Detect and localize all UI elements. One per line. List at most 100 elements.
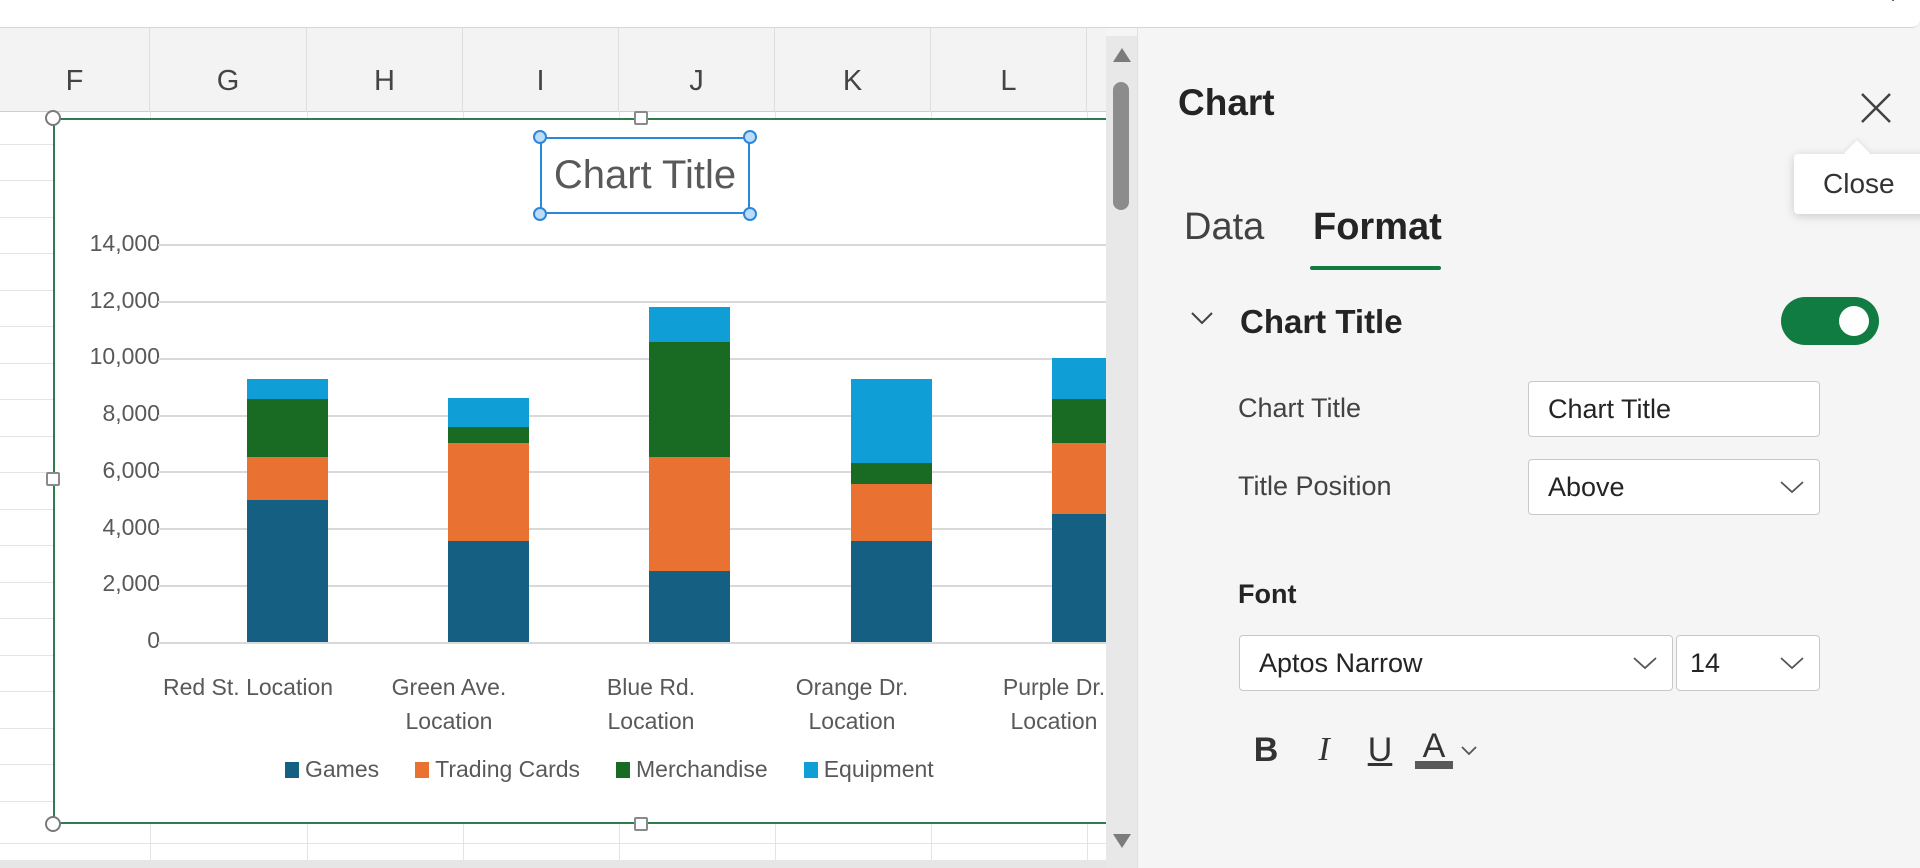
column-header-row: F G H I J K L <box>0 28 1106 112</box>
gridline <box>158 414 1106 417</box>
column-header-K[interactable]: K <box>775 28 931 112</box>
section-chart-title[interactable]: Chart Title <box>1240 303 1403 340</box>
bar-segment-games[interactable] <box>448 541 529 642</box>
horizontal-scrollbar[interactable] <box>0 860 1106 868</box>
chart-resize-handle-bottom[interactable] <box>634 817 648 831</box>
scroll-up-arrow-icon[interactable] <box>1113 48 1131 62</box>
column-letter: F <box>65 65 84 97</box>
close-icon <box>1861 93 1891 123</box>
chart-resize-handle-left[interactable] <box>46 472 60 486</box>
dropdown-value: Aptos Narrow <box>1259 647 1423 678</box>
title-resize-handle[interactable] <box>743 207 757 221</box>
bar-segment-games[interactable] <box>851 541 932 642</box>
tab-format[interactable]: Format <box>1313 206 1442 248</box>
title-resize-handle[interactable] <box>743 130 757 144</box>
y-tick-label: 8,000 <box>102 400 160 426</box>
bar-segment-equipment[interactable] <box>649 306 730 343</box>
y-tick-label: 10,000 <box>89 343 160 369</box>
dropdown-value: 14 <box>1690 647 1721 678</box>
bar-segment-merchandise[interactable] <box>649 342 730 458</box>
column-header-G[interactable]: G <box>150 28 307 112</box>
close-tooltip: Close <box>1794 154 1920 214</box>
top-bar: ⌄ <box>0 0 1920 28</box>
stacked-bar[interactable] <box>247 379 328 642</box>
title-position-dropdown[interactable]: Above <box>1528 459 1820 515</box>
column-header-J[interactable]: J <box>619 28 775 112</box>
stacked-bar[interactable] <box>649 306 730 642</box>
bar-segment-equipment[interactable] <box>247 379 328 399</box>
stacked-bar[interactable] <box>851 379 932 642</box>
bar-segment-games[interactable] <box>649 570 730 642</box>
scrollbar-thumb[interactable] <box>1113 82 1129 210</box>
column-letter: I <box>536 65 545 97</box>
column-header-F[interactable]: F <box>0 28 150 112</box>
chevron-down-icon[interactable] <box>1190 310 1214 326</box>
gridline <box>158 300 1106 303</box>
bar-segment-games[interactable] <box>1052 514 1106 642</box>
stacked-bar[interactable] <box>1052 357 1106 642</box>
chart-title-input[interactable]: Chart Title <box>1528 381 1820 437</box>
bar-segment-trading-cards[interactable] <box>649 457 730 571</box>
chart-object[interactable]: Chart Title 14,000 12,000 10,000 8,000 6… <box>53 118 1106 824</box>
bar-segment-merchandise[interactable] <box>448 427 529 443</box>
collapse-ribbon-icon[interactable]: ⌄ <box>1888 0 1900 4</box>
category-label: Red St. Location <box>162 674 334 700</box>
legend-item-trading-cards[interactable]: Trading Cards <box>415 756 580 783</box>
category-label: Green Ave. Location <box>391 674 507 734</box>
title-resize-handle[interactable] <box>533 130 547 144</box>
underline-button[interactable]: U <box>1364 728 1396 772</box>
column-header-L[interactable]: L <box>931 28 1087 112</box>
chart-resize-handle-bottom-left[interactable] <box>45 816 61 832</box>
legend-item-games[interactable]: Games <box>285 756 379 783</box>
toggle-knob <box>1839 306 1869 336</box>
column-letter: J <box>689 65 704 97</box>
italic-icon: I <box>1318 731 1330 768</box>
column-header-H[interactable]: H <box>307 28 463 112</box>
legend-item-equipment[interactable]: Equipment <box>803 756 934 783</box>
worksheet[interactable]: F G H I J K L <box>0 28 1106 860</box>
gridline <box>158 471 1106 474</box>
font-family-dropdown[interactable]: Aptos Narrow <box>1239 635 1673 691</box>
chart-resize-handle-top-left[interactable] <box>45 110 61 126</box>
bar-segment-games[interactable] <box>247 499 328 642</box>
bar-segment-equipment[interactable] <box>851 379 932 463</box>
stacked-bar[interactable] <box>448 397 529 642</box>
bar-segment-merchandise[interactable] <box>851 462 932 485</box>
bar-segment-trading-cards[interactable] <box>247 457 328 500</box>
bar-segment-equipment[interactable] <box>1052 357 1106 399</box>
title-resize-handle[interactable] <box>533 207 547 221</box>
chart-title-toggle[interactable] <box>1781 297 1879 345</box>
legend-item-merchandise[interactable]: Merchandise <box>616 756 768 783</box>
bar-segment-merchandise[interactable] <box>1052 398 1106 443</box>
underline-icon: U <box>1367 730 1393 769</box>
row-gridline <box>0 843 1106 844</box>
italic-button[interactable]: I <box>1308 728 1340 772</box>
font-color-dropdown-chevron[interactable] <box>1460 744 1478 762</box>
vertical-scrollbar[interactable] <box>1106 36 1137 868</box>
y-tick-label: 14,000 <box>89 230 160 256</box>
legend-label: Merchandise <box>636 756 768 782</box>
font-color-icon: A <box>1422 727 1446 765</box>
chart-format-pane: Chart Close Data Format Chart Title Char… <box>1137 28 1920 868</box>
gridline <box>158 244 1106 246</box>
gridline <box>158 357 1106 360</box>
font-size-dropdown[interactable]: 14 <box>1676 635 1820 691</box>
gridline <box>158 528 1106 531</box>
chart-title-text: Chart Title <box>553 153 737 197</box>
chart-resize-handle-top[interactable] <box>634 111 648 125</box>
bold-button[interactable]: B <box>1250 728 1282 772</box>
bar-segment-trading-cards[interactable] <box>448 443 529 542</box>
chart-legend[interactable]: Games Trading Cards Merchandise Equipmen… <box>285 756 934 783</box>
bar-segment-trading-cards[interactable] <box>1052 443 1106 515</box>
tab-data[interactable]: Data <box>1184 206 1265 248</box>
bar-segment-trading-cards[interactable] <box>851 484 932 542</box>
tooltip-text: Close <box>1823 168 1895 199</box>
close-pane-button[interactable] <box>1856 88 1896 128</box>
dropdown-value: Above <box>1548 471 1625 502</box>
bar-segment-merchandise[interactable] <box>247 398 328 458</box>
column-header-I[interactable]: I <box>463 28 619 112</box>
font-color-button[interactable]: A <box>1414 728 1454 772</box>
bar-segment-equipment[interactable] <box>448 397 529 428</box>
scroll-down-arrow-icon[interactable] <box>1113 834 1131 848</box>
chart-title-selected[interactable]: Chart Title <box>533 130 757 221</box>
